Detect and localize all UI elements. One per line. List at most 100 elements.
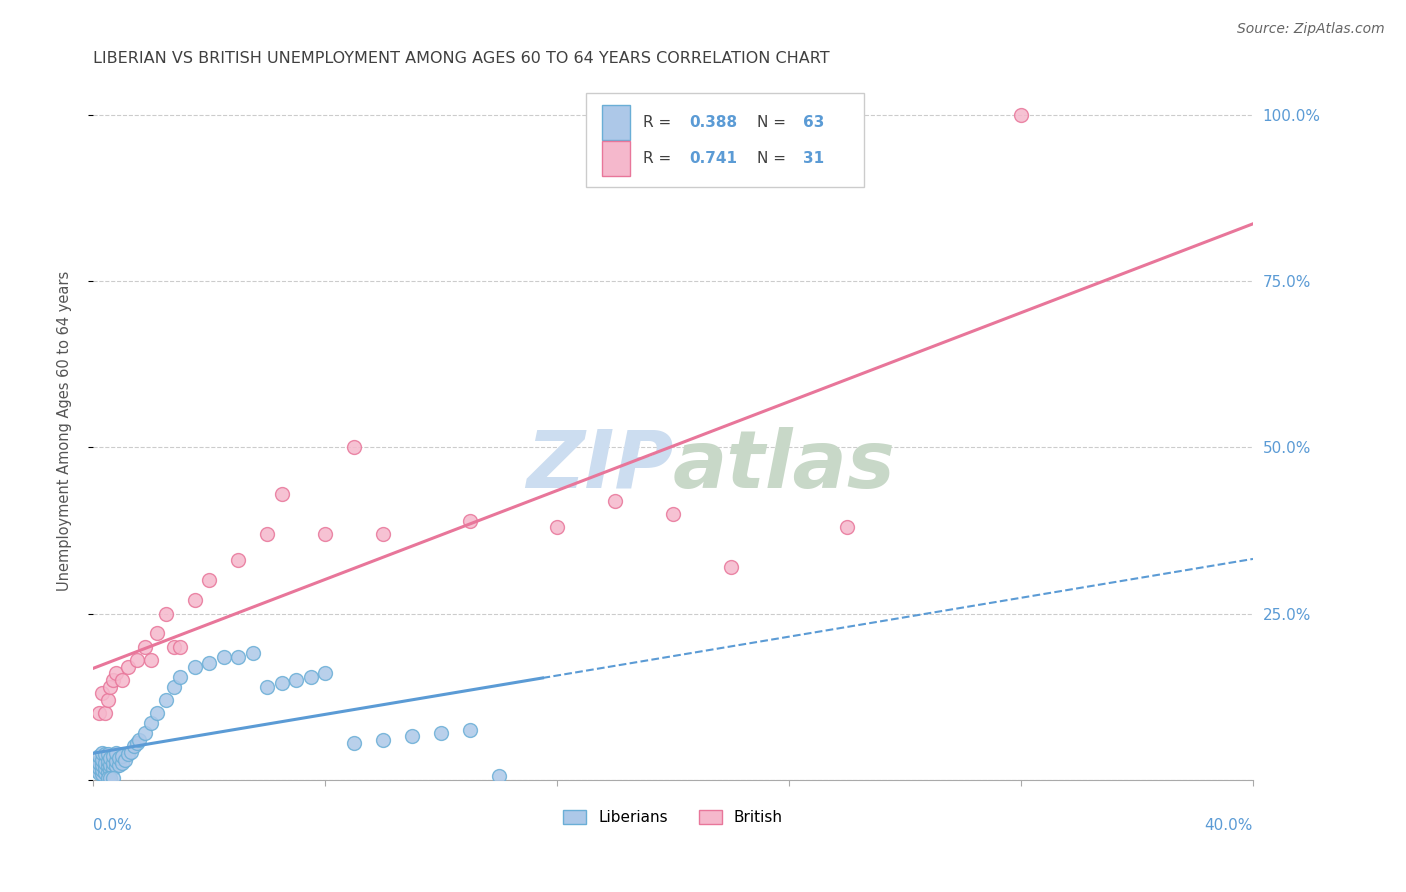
FancyBboxPatch shape — [602, 141, 630, 176]
Point — [458, 514, 481, 528]
Text: 31: 31 — [803, 151, 824, 166]
Point — [139, 653, 162, 667]
Text: 63: 63 — [803, 115, 824, 130]
Point — [93, 766, 115, 780]
Point — [84, 756, 107, 770]
Point — [169, 670, 191, 684]
Point — [93, 747, 115, 762]
Point — [139, 716, 162, 731]
Point — [314, 526, 336, 541]
Point — [100, 758, 122, 772]
Text: R =: R = — [643, 115, 676, 130]
Point — [371, 732, 394, 747]
Text: N =: N = — [756, 151, 790, 166]
Point — [155, 693, 177, 707]
Point — [401, 730, 423, 744]
Point — [96, 747, 118, 762]
Point — [96, 759, 118, 773]
Point — [430, 726, 453, 740]
Point — [835, 520, 858, 534]
Point — [90, 767, 112, 781]
Point — [103, 771, 125, 785]
Point — [198, 574, 221, 588]
Point — [458, 723, 481, 737]
Point — [134, 726, 156, 740]
Point — [90, 753, 112, 767]
Point — [96, 771, 118, 785]
FancyBboxPatch shape — [602, 105, 630, 140]
Point — [103, 749, 125, 764]
Point — [183, 593, 205, 607]
Point — [299, 670, 322, 684]
Text: ZIP: ZIP — [526, 426, 673, 505]
Point — [488, 769, 510, 783]
Point — [96, 764, 118, 779]
Point — [105, 754, 128, 768]
Point — [117, 747, 139, 762]
Point — [242, 647, 264, 661]
Point — [105, 746, 128, 760]
Point — [114, 753, 136, 767]
Text: LIBERIAN VS BRITISH UNEMPLOYMENT AMONG AGES 60 TO 64 YEARS CORRELATION CHART: LIBERIAN VS BRITISH UNEMPLOYMENT AMONG A… — [93, 51, 830, 66]
Point — [108, 751, 131, 765]
Point — [90, 746, 112, 760]
Point — [343, 736, 366, 750]
Text: R =: R = — [643, 151, 676, 166]
Point — [87, 749, 110, 764]
Point — [90, 758, 112, 772]
Point — [111, 673, 134, 687]
Point — [103, 761, 125, 775]
Point — [90, 763, 112, 777]
Point — [314, 666, 336, 681]
Point — [100, 751, 122, 765]
Text: 0.0%: 0.0% — [93, 818, 132, 833]
Point — [120, 745, 142, 759]
Point — [87, 706, 110, 721]
Point — [100, 771, 122, 785]
Point — [125, 736, 148, 750]
Point — [100, 763, 122, 777]
Point — [87, 756, 110, 770]
Point — [84, 763, 107, 777]
Point — [93, 761, 115, 775]
Point — [256, 680, 278, 694]
Point — [163, 640, 186, 654]
Point — [163, 680, 186, 694]
Point — [100, 680, 122, 694]
Point — [146, 626, 169, 640]
Point — [117, 659, 139, 673]
Point — [169, 640, 191, 654]
FancyBboxPatch shape — [586, 93, 865, 186]
Point — [134, 640, 156, 654]
Point — [146, 706, 169, 721]
Point — [198, 657, 221, 671]
Point — [226, 649, 249, 664]
Point — [122, 739, 145, 754]
Point — [125, 653, 148, 667]
Text: atlas: atlas — [673, 426, 896, 505]
Text: Source: ZipAtlas.com: Source: ZipAtlas.com — [1237, 22, 1385, 37]
Point — [93, 706, 115, 721]
Point — [226, 553, 249, 567]
Point — [108, 758, 131, 772]
Point — [343, 441, 366, 455]
Point — [105, 666, 128, 681]
Point — [93, 756, 115, 770]
Text: 0.388: 0.388 — [689, 115, 737, 130]
Text: 40.0%: 40.0% — [1205, 818, 1253, 833]
Point — [662, 507, 685, 521]
Point — [270, 487, 292, 501]
Point — [1010, 108, 1032, 122]
Point — [183, 659, 205, 673]
Point — [285, 673, 308, 687]
Point — [105, 759, 128, 773]
Y-axis label: Unemployment Among Ages 60 to 64 years: Unemployment Among Ages 60 to 64 years — [58, 271, 72, 591]
Point — [96, 754, 118, 768]
Point — [90, 686, 112, 700]
Point — [720, 560, 742, 574]
Text: 0.741: 0.741 — [689, 151, 737, 166]
Point — [155, 607, 177, 621]
Point — [103, 673, 125, 687]
Legend: Liberians, British: Liberians, British — [557, 804, 789, 831]
Point — [256, 526, 278, 541]
